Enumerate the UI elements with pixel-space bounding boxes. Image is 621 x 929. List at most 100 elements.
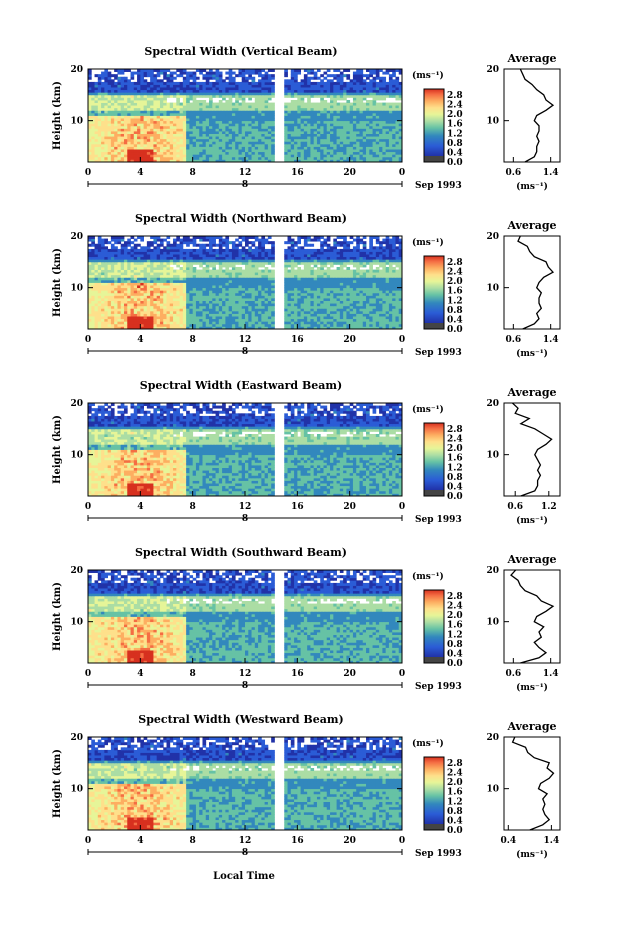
heatmap-cell	[176, 128, 180, 132]
heatmap-cell	[173, 277, 177, 281]
heatmap-cell	[362, 290, 367, 294]
heatmap-cell	[366, 310, 370, 314]
heatmap-cell	[222, 290, 226, 294]
heatmap-cell	[130, 97, 135, 101]
heatmap-cell	[159, 79, 164, 83]
heatmap-cell	[137, 118, 141, 122]
heatmap-cell	[127, 97, 131, 101]
heatmap-cell	[303, 295, 308, 299]
heatmap-cell	[297, 84, 301, 88]
heatmap-cell	[290, 84, 295, 88]
heatmap-cell	[264, 94, 269, 98]
heatmap-cell	[323, 156, 328, 160]
heatmap-cell	[307, 156, 311, 160]
heatmap-cell	[212, 292, 216, 296]
heatmap-cell	[307, 282, 311, 286]
heatmap-cell	[284, 81, 288, 85]
heatmap-cell	[359, 310, 364, 314]
heatmap-cell	[271, 305, 275, 309]
heatmap-cell	[117, 87, 122, 91]
heatmap-cell	[346, 146, 351, 150]
heatmap-cell	[245, 277, 249, 281]
heatmap-cell	[120, 84, 125, 88]
heatmap-cell	[379, 81, 383, 85]
heatmap-cell	[343, 128, 347, 132]
heatmap-cell	[94, 138, 99, 142]
heatmap-cell	[140, 123, 144, 127]
heatmap-cell	[199, 287, 203, 291]
heatmap-cell	[333, 118, 337, 122]
heatmap-cell	[137, 279, 141, 283]
heatmap-cell	[287, 323, 292, 327]
heatmap-cell	[133, 97, 138, 101]
heatmap-cell	[339, 285, 344, 289]
heatmap-cell	[307, 128, 311, 132]
heatmap-cell	[258, 128, 262, 132]
heatmap-cell	[133, 313, 138, 317]
heatmap-cell	[385, 321, 390, 325]
heatmap-cell	[330, 112, 334, 116]
heatmap-cell	[248, 110, 252, 114]
heatmap-cell	[120, 125, 125, 129]
heatmap-cell	[97, 123, 102, 127]
heatmap-cell	[182, 149, 187, 153]
heatmap-cell	[215, 316, 220, 320]
heatmap-cell	[395, 298, 400, 301]
heatmap-cell	[146, 146, 151, 150]
heatmap-cell	[241, 146, 246, 150]
heatmap-cell	[245, 115, 249, 119]
heatmap-cell	[189, 292, 194, 296]
heatmap-cell	[159, 310, 164, 314]
heatmap-cell	[163, 92, 167, 96]
heatmap-cell	[369, 100, 373, 103]
heatmap-cell	[114, 141, 118, 145]
heatmap-cell	[379, 295, 383, 299]
heatmap-cell	[107, 120, 112, 124]
heatmap-cell	[375, 159, 380, 163]
heatmap-cell	[140, 305, 144, 309]
heatmap-cell	[231, 84, 236, 88]
heatmap-cell	[267, 295, 272, 299]
heatmap-cell	[267, 323, 272, 327]
heatmap-cell	[94, 313, 99, 317]
heatmap-cell	[153, 308, 158, 312]
heatmap-cell	[241, 141, 246, 145]
heatmap-cell	[179, 102, 184, 106]
heatmap-cell	[143, 84, 148, 88]
heatmap-cell	[202, 81, 207, 85]
heatmap-cell	[94, 308, 99, 312]
heatmap-cell	[166, 110, 171, 114]
heatmap-cell	[110, 105, 115, 109]
heatmap-cell	[186, 110, 190, 114]
heatmap-cell	[297, 105, 301, 109]
heatmap-cell	[369, 318, 373, 322]
heatmap-cell	[316, 94, 321, 98]
heatmap-cell	[297, 110, 301, 114]
heatmap-cell	[123, 282, 128, 286]
heatmap-cell	[316, 76, 321, 80]
heatmap-cell	[225, 107, 230, 111]
heatmap-cell	[215, 310, 220, 314]
heatmap-cell	[362, 123, 367, 127]
heatmap-cell	[173, 154, 177, 158]
heatmap-cell	[330, 107, 334, 111]
heatmap-cell	[254, 107, 259, 111]
heatmap-cell	[398, 321, 403, 325]
heatmap-cell	[343, 115, 347, 119]
heatmap-cell	[91, 110, 95, 114]
heatmap-cell	[300, 84, 305, 88]
heatmap-cell	[333, 112, 337, 116]
heatmap-cell	[261, 159, 266, 163]
heatmap-cell	[287, 84, 292, 88]
heatmap-cell	[248, 310, 252, 314]
heatmap-cell	[114, 308, 118, 312]
heatmap-cell	[258, 149, 262, 153]
heatmap-cell	[245, 298, 249, 301]
heatmap-cell	[235, 292, 239, 296]
heatmap-cell	[186, 107, 190, 111]
heatmap-cell	[339, 321, 344, 325]
heatmap-cell	[150, 131, 154, 134]
heatmap-cell	[238, 310, 243, 314]
heatmap-cell	[339, 156, 344, 160]
heatmap-cell	[104, 138, 109, 142]
